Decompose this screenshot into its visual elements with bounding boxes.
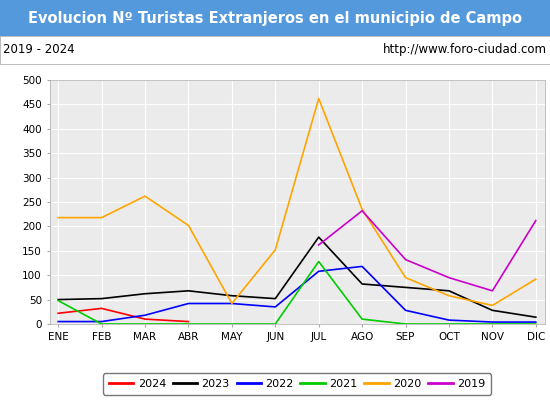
- Legend: 2024, 2023, 2022, 2021, 2020, 2019: 2024, 2023, 2022, 2021, 2020, 2019: [103, 374, 491, 395]
- Text: Evolucion Nº Turistas Extranjeros en el municipio de Campo: Evolucion Nº Turistas Extranjeros en el …: [28, 10, 522, 26]
- Text: 2019 - 2024: 2019 - 2024: [3, 44, 74, 56]
- Text: http://www.foro-ciudad.com: http://www.foro-ciudad.com: [383, 44, 547, 56]
